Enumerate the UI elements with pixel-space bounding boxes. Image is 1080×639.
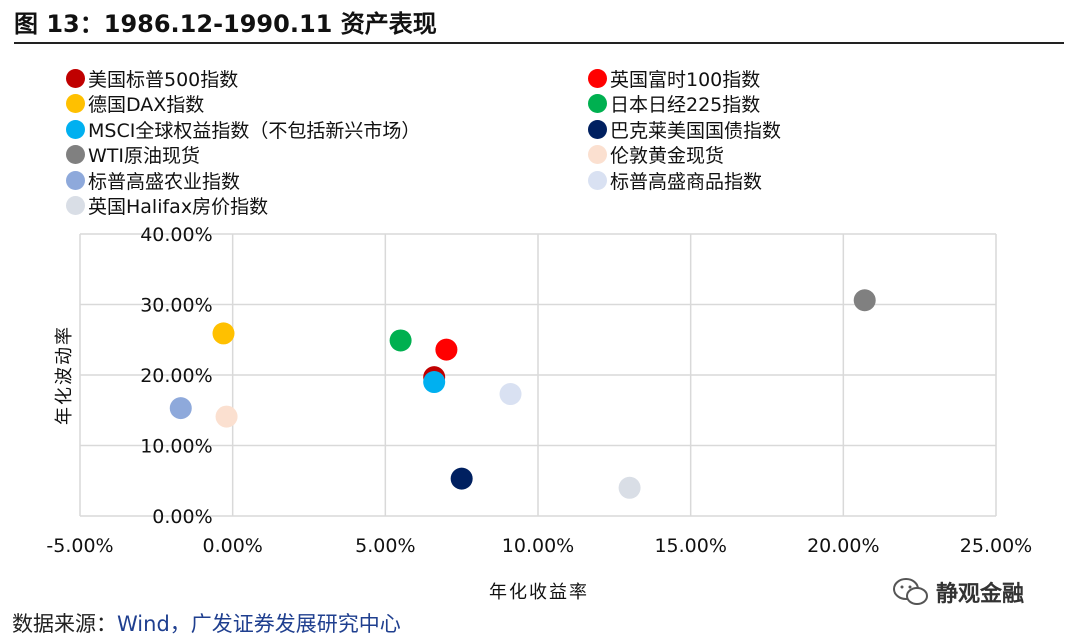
y-tick-label: 30.00% (140, 295, 212, 317)
legend-label: MSCI全球权益指数（不包括新兴市场） (88, 119, 421, 142)
legend-marker (66, 119, 85, 139)
legend-label: 英国Halifax房价指数 (88, 196, 269, 218)
legend-item: MSCI全球权益指数（不包括新兴市场） (66, 117, 421, 142)
legend-marker (66, 94, 85, 113)
legend-label: 日本日经225指数 (610, 94, 761, 116)
legend-label: 巴克莱美国国债指数 (610, 119, 782, 142)
data-point (450, 467, 473, 490)
legend-marker (66, 145, 85, 164)
x-tick-label: 25.00% (960, 535, 1032, 557)
legend-item: 英国Halifax房价指数 (66, 194, 268, 218)
legend-marker (66, 170, 85, 190)
chart-legend: 美国标普500指数 英国富时100指数德国DAX指数 日本日经225指数 MSCI全球… (0, 0, 1080, 220)
y-tick-label: 40.00% (140, 224, 212, 246)
legend-marker (588, 68, 607, 88)
legend-marker (588, 145, 607, 164)
legend-item: 伦敦黄金现货 (588, 143, 724, 167)
data-point (215, 405, 238, 428)
source-note: 数据来源：Wind，广发证券发展研究中心 (12, 608, 401, 638)
legend-label: WTI原油现货 (88, 145, 200, 167)
legend-label: 伦敦黄金现货 (610, 145, 725, 167)
y-tick-label: 20.00% (140, 365, 212, 387)
legend-marker (588, 94, 607, 113)
x-tick-label: 15.00% (654, 535, 726, 557)
wechat-icon (893, 578, 928, 605)
legend-label: 英国富时100指数 (610, 68, 761, 91)
legend-item: 标普高盛农业指数 (66, 168, 241, 193)
x-tick-label: -5.00% (46, 535, 113, 557)
source-label: 数据来源： (12, 612, 117, 636)
x-tick-label: 5.00% (355, 535, 415, 557)
y-axis-label: 年化波动率 (54, 325, 75, 425)
data-point (389, 329, 412, 352)
data-point (499, 383, 522, 406)
watermark-text: 静观金融 (936, 582, 1025, 607)
legend-item: 美国标普500指数 (66, 66, 239, 91)
x-tick-label: 20.00% (807, 535, 879, 557)
data-point (435, 338, 458, 361)
data-point (423, 371, 446, 394)
legend-marker (66, 196, 85, 215)
legend-label: 德国DAX指数 (88, 94, 205, 116)
x-axis-label: 年化收益率 (489, 582, 589, 603)
legend-marker (66, 68, 85, 88)
title-divider (14, 42, 1064, 44)
watermark: 静观金融 (892, 574, 1024, 610)
legend-item: 日本日经225指数 (588, 92, 760, 116)
legend-item: 英国富时100指数 (588, 66, 761, 91)
legend-label: 美国标普500指数 (88, 68, 239, 91)
data-point (169, 397, 192, 420)
legend-marker (588, 170, 607, 190)
legend-label: 标普高盛农业指数 (88, 170, 241, 193)
x-tick-label: 10.00% (502, 535, 574, 557)
legend-item: WTI原油现货 (66, 143, 200, 167)
legend-item: 巴克莱美国国债指数 (588, 117, 782, 142)
data-point (853, 289, 876, 312)
legend-marker (588, 119, 607, 139)
data-point (212, 322, 235, 345)
y-tick-label: 0.00% (152, 506, 212, 528)
legend-label: 标普高盛商品指数 (610, 170, 763, 193)
figure-title: 图 13：1986.12-1990.11 资产表现 (14, 10, 437, 38)
source-text: Wind，广发证券发展研究中心 (117, 612, 401, 636)
legend-item: 德国DAX指数 (66, 92, 204, 116)
data-point (618, 476, 641, 499)
y-tick-label: 10.00% (140, 436, 212, 458)
x-tick-label: 0.00% (202, 535, 262, 557)
legend-item: 标普高盛商品指数 (588, 168, 763, 193)
